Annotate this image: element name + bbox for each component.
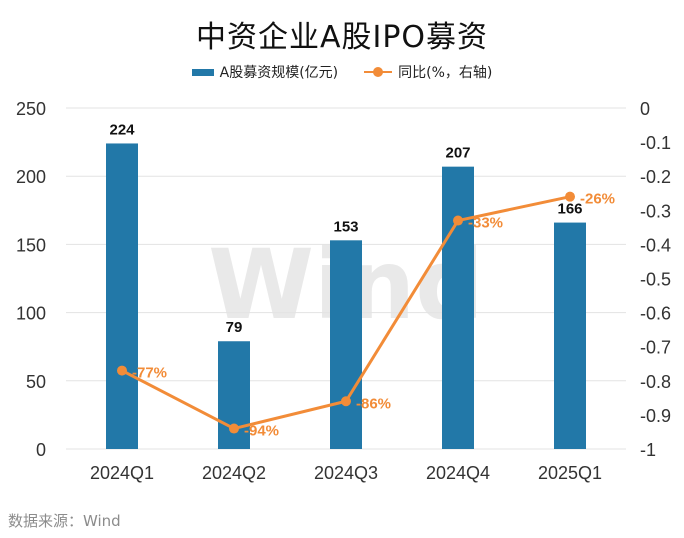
y-left-tick-label: 250 bbox=[16, 99, 46, 119]
y-right-tick-label: -0.5 bbox=[640, 270, 671, 290]
y-right-tick-label: -0.7 bbox=[640, 338, 671, 358]
y-left-tick-label: 0 bbox=[36, 440, 46, 460]
yoy-point bbox=[453, 215, 463, 226]
y-right-tick-label: -0.6 bbox=[640, 304, 671, 324]
bar-value-label: 166 bbox=[557, 201, 582, 218]
bar bbox=[330, 240, 362, 449]
y-left-tick-label: 100 bbox=[16, 304, 46, 324]
legend: A股募资规模(亿元) 同比(%，右轴) bbox=[0, 62, 684, 82]
bar-value-label: 153 bbox=[333, 218, 358, 235]
yoy-point bbox=[229, 423, 239, 434]
bar bbox=[442, 166, 474, 450]
y-right-tick-label: -0.4 bbox=[640, 235, 671, 255]
legend-label-line: 同比(%，右轴) bbox=[398, 65, 493, 81]
y-right-tick-label: -0.1 bbox=[640, 133, 671, 153]
yoy-point bbox=[565, 191, 575, 202]
yoy-point bbox=[341, 396, 351, 407]
chart-title: 中资企业A股IPO募资 bbox=[195, 20, 489, 55]
x-tick-label: 2024Q4 bbox=[426, 463, 490, 483]
bar bbox=[106, 143, 138, 450]
bar-value-label: 207 bbox=[445, 145, 470, 162]
y-right-tick-label: 0 bbox=[640, 99, 650, 119]
y-left-tick-label: 200 bbox=[16, 167, 46, 187]
y-left-tick-label: 50 bbox=[26, 372, 46, 392]
yoy-value-label: -94% bbox=[244, 423, 279, 440]
yoy-value-label: -26% bbox=[580, 191, 615, 208]
bar-value-label: 224 bbox=[109, 121, 135, 138]
legend-swatch-bar bbox=[191, 68, 214, 76]
y-left-tick-label: 150 bbox=[16, 235, 46, 255]
source-note: 数据来源：Wind bbox=[8, 512, 121, 530]
legend-label-bar: A股募资规模(亿元) bbox=[219, 65, 339, 81]
x-tick-label: 2024Q2 bbox=[202, 463, 266, 483]
y-right-tick-label: -0.2 bbox=[640, 167, 671, 187]
x-tick-label: 2024Q3 bbox=[314, 463, 378, 483]
bar-value-label: 79 bbox=[226, 319, 243, 336]
legend-item-line: 同比(%，右轴) bbox=[364, 62, 492, 82]
x-tick-label: 2025Q1 bbox=[538, 463, 602, 483]
legend-item-bar: A股募资规模(亿元) bbox=[191, 62, 339, 82]
yoy-value-label: -86% bbox=[356, 395, 391, 412]
x-tick-label: 2024Q1 bbox=[90, 463, 154, 483]
yoy-value-label: -77% bbox=[132, 365, 167, 382]
y-right-tick-label: -0.8 bbox=[640, 372, 671, 392]
legend-swatch-line bbox=[364, 67, 393, 77]
yoy-point bbox=[117, 365, 127, 376]
bar bbox=[554, 222, 586, 449]
y-right-tick-label: -0.3 bbox=[640, 201, 671, 221]
y-right-tick-label: -1 bbox=[640, 440, 656, 460]
yoy-value-label: -33% bbox=[468, 215, 503, 232]
y-right-tick-label: -0.9 bbox=[640, 406, 671, 426]
